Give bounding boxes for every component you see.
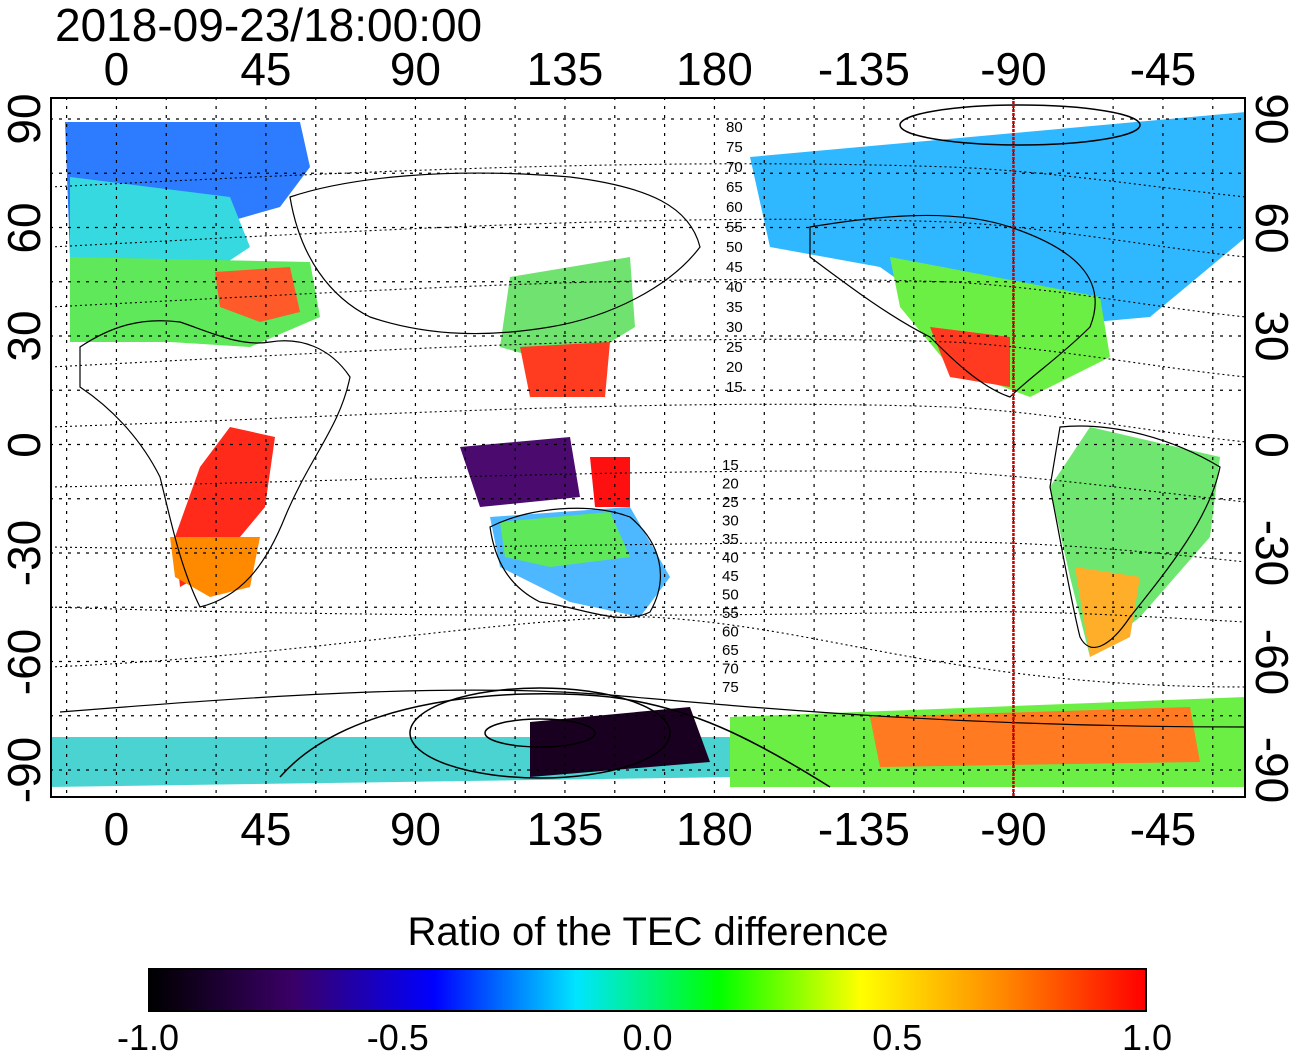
x-tick-top: -45 (1129, 43, 1197, 95)
colorbar-tick-label: -1.0 (116, 1017, 180, 1058)
contour-label: 45 (722, 568, 739, 585)
colorbar-tick-label: 0.0 (622, 1017, 673, 1058)
contour-labels-north: 80 75 70 65 60 55 50 45 40 35 30 25 20 15 (726, 119, 743, 396)
x-tick-top: 135 (526, 43, 604, 95)
contour-label: 30 (726, 319, 743, 336)
south-magnetic-pole-contours (279, 104, 1141, 788)
y-tick-right: -90 (1246, 736, 1296, 804)
contour-label: 15 (726, 379, 743, 396)
coastlines (59, 172, 1246, 728)
contour-label: 40 (726, 279, 743, 296)
contour-label: 20 (722, 476, 739, 493)
x-tick-bottom: 135 (526, 803, 604, 855)
contour-label: 40 (722, 550, 739, 567)
contour-label: 30 (722, 513, 739, 530)
x-tick-bottom: 45 (240, 803, 292, 855)
tec-data-patches (50, 112, 1246, 787)
x-tick-bottom: -45 (1129, 803, 1197, 855)
map-frame (50, 97, 1246, 798)
y-tick-left: 90 (0, 93, 50, 145)
y-tick-left: -30 (0, 519, 50, 587)
x-tick-bottom: 180 (676, 803, 753, 855)
timestamp-title: 2018-09-23/18:00:00 (55, 0, 483, 51)
y-tick-right: -30 (1246, 519, 1296, 587)
y-tick-right: -60 (1246, 628, 1296, 695)
contour-label: 65 (726, 179, 743, 196)
y-tick-right: 90 (1246, 93, 1296, 145)
contour-label: 60 (726, 199, 743, 216)
contour-label: 70 (726, 159, 743, 176)
x-tick-top: -90 (980, 43, 1047, 95)
y-tick-left: -90 (0, 736, 50, 804)
contour-label: 35 (726, 299, 743, 316)
x-tick-top: 45 (240, 43, 292, 95)
x-tick-bottom: -90 (980, 803, 1047, 855)
colorbar-tick-label: 1.0 (1121, 1017, 1173, 1058)
y-tick-left: -60 (0, 628, 50, 695)
y-tick-left: 0 (0, 431, 50, 458)
contour-label: 50 (722, 587, 739, 604)
contour-label: 80 (726, 119, 743, 136)
contour-label: 25 (722, 494, 739, 511)
contour-label: 75 (726, 139, 743, 156)
x-tick-top: 90 (389, 43, 442, 95)
colorbar-tick-label: -0.5 (366, 1017, 429, 1058)
grid-lines (50, 97, 1246, 798)
x-tick-top: 0 (103, 43, 130, 95)
x-tick-top: 180 (676, 43, 753, 95)
y-tick-right: 30 (1246, 310, 1296, 362)
y-tick-right: 60 (1246, 201, 1296, 254)
contour-label: 15 (722, 457, 739, 474)
colorbar-tick-label: 0.5 (872, 1017, 923, 1058)
contour-label: 35 (722, 531, 739, 548)
contour-label: 65 (722, 642, 739, 659)
magnetic-latitude-contours (50, 163, 1246, 688)
y-tick-left: 30 (0, 310, 50, 362)
colorbar-title: Ratio of the TEC difference (407, 910, 889, 954)
contour-label: 55 (726, 219, 743, 236)
contour-label: 60 (722, 624, 739, 641)
contour-label: 25 (726, 339, 743, 356)
x-tick-bottom: -135 (817, 803, 910, 855)
colorbar (148, 968, 1147, 1012)
contour-label: 70 (722, 661, 739, 678)
x-tick-bottom: 90 (389, 803, 442, 855)
contour-label: 45 (726, 259, 743, 276)
y-tick-left: 60 (0, 201, 50, 254)
y-tick-right: 0 (1246, 431, 1296, 458)
contour-label: 55 (722, 605, 739, 622)
contour-label: 20 (726, 359, 743, 376)
contour-label: 75 (722, 679, 739, 696)
x-tick-top: -135 (817, 43, 910, 95)
x-tick-bottom: 0 (103, 803, 130, 855)
contour-label: 50 (726, 239, 743, 256)
